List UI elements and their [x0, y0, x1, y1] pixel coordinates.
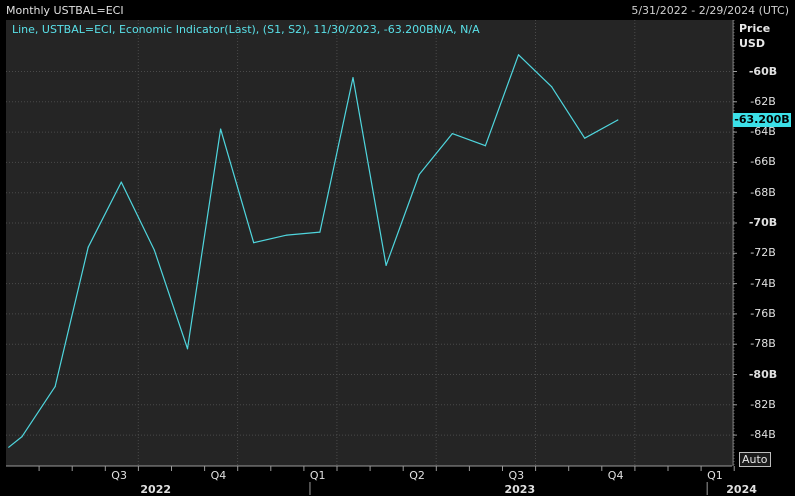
y-tick-label: -76B: [750, 306, 776, 320]
data-point: [8, 446, 10, 448]
y-tick-label: -66B: [750, 155, 776, 169]
data-point: [319, 231, 321, 233]
data-point: [451, 133, 453, 135]
x-quarter-label: Q1: [707, 469, 723, 482]
x-year-label: 2024: [726, 483, 757, 496]
last-value-badge: -63.200B: [733, 113, 791, 127]
data-point: [617, 119, 619, 121]
data-point: [517, 54, 520, 56]
x-axis-strip: [6, 466, 732, 495]
data-point: [551, 86, 553, 88]
y-tick-label: -82B: [750, 397, 776, 411]
y-tick-label: -68B: [750, 185, 776, 199]
data-point: [87, 246, 89, 248]
series-legend[interactable]: Line, USTBAL=ECI, Economic Indicator(Las…: [12, 23, 480, 36]
data-point: [418, 173, 420, 176]
y-tick-label: -78B: [750, 337, 776, 351]
data-point: [352, 76, 354, 79]
date-range: 5/31/2022 - 2/29/2024 (UTC): [631, 4, 789, 17]
data-point: [253, 242, 255, 244]
x-quarter-label: Q1: [309, 469, 326, 482]
x-quarter-label: Q3: [508, 469, 525, 482]
plot-area[interactable]: [6, 20, 732, 466]
series-line: [8, 54, 619, 448]
x-year-label: 2023: [504, 483, 536, 496]
y-tick-label: -74B: [750, 276, 776, 290]
x-quarter-label: Q4: [607, 469, 624, 482]
data-point: [54, 386, 56, 388]
y-tick-label: -72B: [750, 246, 776, 260]
data-point: [21, 436, 23, 438]
data-point: [220, 128, 222, 130]
y-tick-label: -84B: [750, 428, 776, 442]
chart-title: Monthly USTBAL=ECI: [6, 4, 124, 17]
data-point: [584, 137, 586, 139]
y-tick-label: -80B: [748, 367, 778, 381]
x-quarter-label: Q4: [210, 469, 227, 482]
y-tick-label: -64B: [750, 125, 776, 139]
title-bar: Monthly USTBAL=ECI 5/31/2022 - 2/29/2024…: [0, 0, 795, 20]
x-quarter-label: Q2: [409, 469, 425, 482]
data-point: [286, 234, 288, 236]
data-point: [153, 249, 155, 251]
data-point: [120, 181, 122, 183]
currency-axis-label: USD: [739, 37, 765, 50]
data-point: [484, 145, 486, 147]
x-year-label: 2022: [140, 483, 172, 496]
x-quarter-label: Q3: [111, 469, 127, 482]
y-tick-label: -60B: [748, 64, 778, 78]
y-tick-label: -62B: [750, 94, 776, 108]
auto-scale-button[interactable]: Auto: [739, 452, 771, 467]
price-axis-label: Price: [739, 22, 771, 35]
y-tick-label: -70B: [748, 216, 778, 229]
data-point: [385, 264, 387, 267]
data-point: [186, 348, 189, 350]
